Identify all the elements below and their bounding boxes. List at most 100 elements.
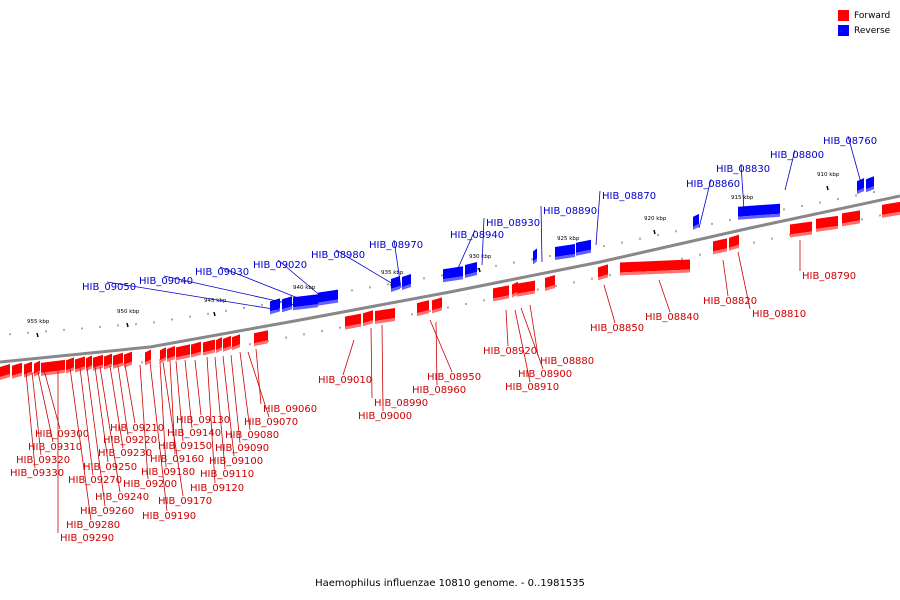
gene-label: HIB_09020 bbox=[253, 259, 323, 298]
gene-label: HIB_09320 bbox=[16, 371, 70, 466]
svg-text:HIB_08760: HIB_08760 bbox=[823, 136, 877, 147]
gene-label: HIB_09220 bbox=[103, 365, 157, 446]
forward-gene bbox=[493, 285, 509, 302]
svg-text:HIB_09080: HIB_09080 bbox=[225, 430, 279, 441]
forward-gene bbox=[24, 361, 32, 378]
svg-text:HIB_08810: HIB_08810 bbox=[752, 309, 806, 320]
gene-label: HIB_08760 bbox=[823, 135, 877, 184]
gene-label: HIB_08930 bbox=[481, 217, 540, 266]
svg-text:HIB_09180: HIB_09180 bbox=[141, 467, 195, 478]
forward-gene bbox=[375, 308, 395, 324]
gene-label: HIB_08850 bbox=[590, 284, 644, 334]
scale-label: 955 kbp bbox=[27, 319, 50, 325]
svg-text:HIB_09290: HIB_09290 bbox=[60, 533, 114, 544]
forward-swatch bbox=[838, 10, 849, 21]
gene-label: HIB_09120 bbox=[190, 356, 244, 494]
forward-gene bbox=[432, 297, 442, 314]
svg-text:HIB_08980: HIB_08980 bbox=[311, 250, 365, 261]
reverse-gene bbox=[738, 203, 780, 220]
svg-text:HIB_08940: HIB_08940 bbox=[450, 230, 504, 241]
forward-gene bbox=[176, 344, 190, 361]
legend-reverse-label: Reverse bbox=[854, 25, 891, 36]
forward-gene bbox=[517, 280, 535, 297]
svg-text:HIB_08790: HIB_08790 bbox=[802, 271, 856, 282]
scale-tick bbox=[826, 185, 829, 191]
gene-label: HIB_08990 bbox=[370, 327, 428, 409]
svg-text:HIB_09170: HIB_09170 bbox=[158, 496, 212, 507]
svg-text:HIB_09260: HIB_09260 bbox=[80, 506, 134, 517]
svg-text:HIB_09220: HIB_09220 bbox=[103, 435, 157, 446]
reverse-gene bbox=[555, 244, 575, 260]
forward-gene bbox=[104, 353, 112, 370]
gene-label: HIB_08860 bbox=[686, 178, 740, 229]
gene-label: HIB_09010 bbox=[318, 339, 372, 386]
svg-text:HIB_09270: HIB_09270 bbox=[68, 475, 122, 486]
forward-gene bbox=[842, 210, 860, 227]
svg-text:HIB_08960: HIB_08960 bbox=[412, 385, 466, 396]
forward-gene bbox=[816, 215, 838, 232]
gene-label: HIB_08790 bbox=[799, 240, 856, 282]
gene-label: HIB_09080 bbox=[225, 351, 279, 441]
scale-tick bbox=[653, 229, 656, 235]
scale-label: 925 kbp bbox=[557, 236, 580, 242]
gene-label: HIB_08890 bbox=[540, 205, 597, 263]
svg-text:HIB_08880: HIB_08880 bbox=[540, 356, 594, 367]
forward-gene bbox=[417, 300, 429, 317]
gene-label: HIB_09110 bbox=[200, 356, 254, 480]
gene-label: HIB_09270 bbox=[68, 367, 122, 486]
forward-gene bbox=[729, 234, 739, 251]
svg-text:HIB_09200: HIB_09200 bbox=[123, 479, 177, 490]
scale-label: 910 kbp bbox=[817, 172, 840, 178]
gene-label: HIB_09230 bbox=[98, 365, 152, 459]
legend-reverse: Reverse bbox=[838, 25, 890, 36]
gene-label: HIB_08940 bbox=[450, 229, 504, 276]
gene-label: HIB_09330 bbox=[10, 371, 64, 479]
reverse-gene bbox=[866, 176, 874, 193]
forward-gene bbox=[203, 339, 215, 356]
svg-text:HIB_09160: HIB_09160 bbox=[150, 454, 204, 465]
svg-text:HIB_09050: HIB_09050 bbox=[82, 282, 136, 293]
scale-label: 915 kbp bbox=[731, 195, 754, 201]
forward-gene bbox=[216, 337, 222, 354]
forward-gene bbox=[66, 357, 74, 374]
forward-gene bbox=[345, 313, 361, 330]
gene-label: HIB_09210 bbox=[110, 364, 164, 434]
gene-label: HIB_09030 bbox=[195, 266, 304, 301]
svg-text:HIB_08990: HIB_08990 bbox=[374, 398, 428, 409]
gene-label: HIB_08900 bbox=[518, 307, 572, 380]
reverse-gene bbox=[293, 294, 318, 311]
gene-label: HIB_09050 bbox=[82, 281, 280, 311]
reverse-gene bbox=[402, 273, 411, 290]
reverse-gene bbox=[443, 266, 463, 283]
forward-gene bbox=[34, 360, 40, 377]
scale-tick bbox=[478, 267, 481, 273]
forward-gene bbox=[882, 201, 900, 218]
svg-text:HIB_09110: HIB_09110 bbox=[200, 469, 254, 480]
reverse-strand bbox=[270, 176, 874, 315]
forward-gene bbox=[545, 275, 555, 291]
forward-gene bbox=[93, 354, 103, 371]
forward-gene bbox=[113, 352, 123, 369]
svg-text:HIB_09230: HIB_09230 bbox=[98, 448, 152, 459]
scale-label: 940 kbp bbox=[293, 285, 316, 291]
svg-text:HIB_09330: HIB_09330 bbox=[10, 468, 64, 479]
gene-label: HIB_09140 bbox=[167, 359, 221, 439]
gene-label: HIB_08830 bbox=[716, 163, 770, 211]
gene-label: HIB_08840 bbox=[645, 279, 699, 323]
gene-label: HIB_09100 bbox=[209, 355, 263, 467]
svg-text:HIB_08860: HIB_08860 bbox=[686, 179, 740, 190]
forward-gene bbox=[232, 334, 240, 351]
scale-label: 950 kbp bbox=[117, 309, 140, 315]
gene-label: HIB_09250 bbox=[83, 366, 137, 473]
svg-text:HIB_09250: HIB_09250 bbox=[83, 462, 137, 473]
svg-text:HIB_09070: HIB_09070 bbox=[244, 417, 298, 428]
gene-label: HIB_08880 bbox=[529, 304, 594, 367]
reverse-gene bbox=[318, 289, 338, 306]
reverse-gene bbox=[857, 178, 864, 195]
gene-label: HIB_09190 bbox=[142, 361, 196, 522]
svg-text:HIB_09020: HIB_09020 bbox=[253, 260, 307, 271]
gene-label: HIB_08800 bbox=[770, 149, 824, 191]
svg-text:HIB_08870: HIB_08870 bbox=[602, 191, 656, 202]
svg-text:HIB_09030: HIB_09030 bbox=[195, 267, 249, 278]
